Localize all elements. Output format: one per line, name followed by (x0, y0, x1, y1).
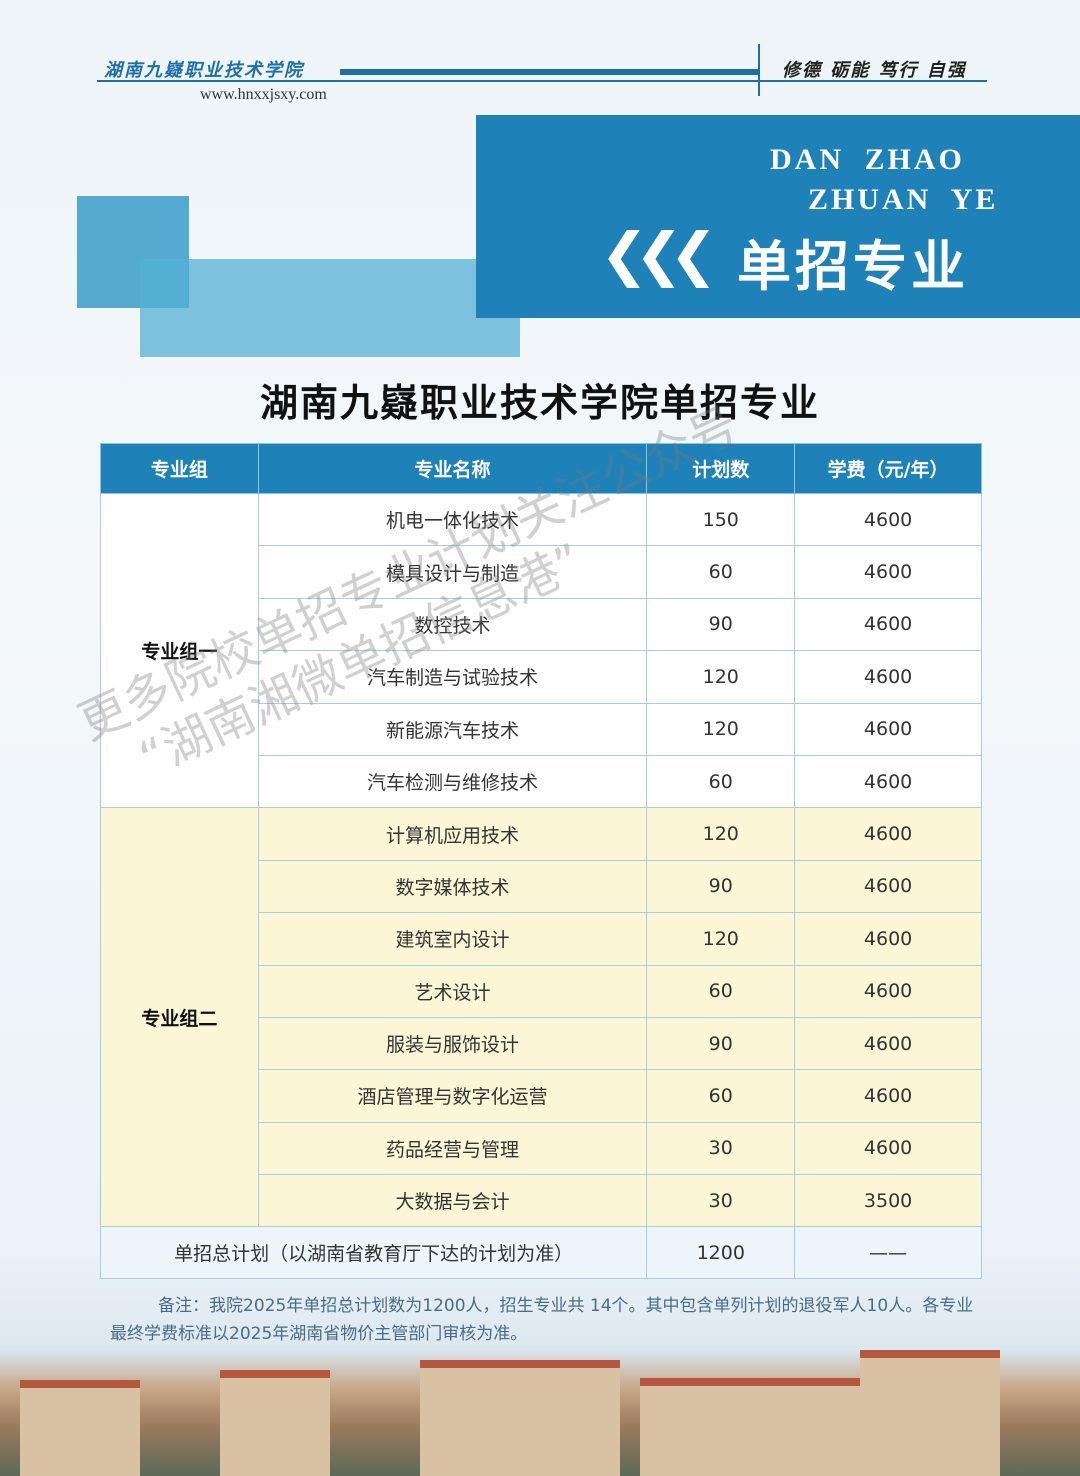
chevron-left-icon: ❮❮❮ (600, 220, 718, 288)
website-url: www.hnxxjsxy.com (200, 86, 327, 103)
plan-count: 60 (646, 964, 796, 1018)
header-group: 专业组 (100, 443, 259, 494)
table-row: 数字媒体技术 90 4600 (101, 859, 982, 914)
table-row: 汽车制造与试验技术 120 4600 (101, 650, 982, 704)
plan-count: 120 (646, 807, 796, 861)
majors-table: 专业组 专业名称 计划数 学费（元/年） 专业组一 机电一体化技术 150 4600 模… (99, 443, 982, 1280)
major-name: 汽车制造与试验技术 (257, 650, 648, 704)
header-fee: 学费（元/年） (794, 443, 982, 494)
table-row: 汽车检测与维修技术 60 4600 (101, 754, 982, 809)
major-name: 大数据与会计 (257, 1174, 648, 1228)
title-banner (476, 115, 1080, 318)
tuition-fee: 4600 (794, 545, 982, 599)
banner-english-line1: DAN ZHAO (770, 143, 965, 176)
plan-count: 120 (646, 650, 796, 704)
tuition-fee: 4600 (794, 1121, 982, 1176)
major-name: 汽车检测与维修技术 (257, 754, 648, 809)
tuition-fee: 3500 (794, 1174, 982, 1228)
campus-photo (0, 1350, 1080, 1476)
major-name: 新能源汽车技术 (257, 702, 648, 756)
group-name: 专业组二 (100, 807, 259, 1228)
major-name: 数控技术 (257, 597, 648, 652)
banner-title: 单招专业 (737, 235, 969, 298)
total-label: 单招总计划（以湖南省教育厅下达的计划为准） (99, 1226, 648, 1280)
tuition-fee: 4600 (794, 492, 982, 547)
header-rule (97, 80, 987, 82)
major-name: 模具设计与制造 (257, 545, 648, 599)
group-name: 专业组一 (100, 492, 259, 809)
major-name: 酒店管理与数字化运营 (257, 1069, 648, 1123)
header-plan: 计划数 (646, 443, 796, 494)
banner-english-line2: ZHUAN YE (808, 183, 999, 216)
tuition-fee: 4600 (794, 912, 982, 966)
plan-count: 60 (646, 754, 796, 809)
tuition-fee: 4600 (794, 859, 982, 914)
tuition-fee: 4600 (794, 807, 982, 861)
tuition-fee: 4600 (794, 650, 982, 704)
school-name: 湖南九嶷职业技术学院 (104, 60, 304, 81)
plan-count: 150 (646, 492, 796, 547)
table-header-row: 专业组 专业名称 计划数 学费（元/年） (100, 443, 982, 494)
plan-count: 120 (646, 702, 796, 756)
plan-count: 60 (646, 545, 796, 599)
table-row: 数控技术 90 4600 (101, 597, 982, 652)
tuition-fee: 4600 (794, 754, 982, 809)
plan-count: 90 (646, 597, 796, 652)
major-name: 建筑室内设计 (257, 912, 648, 966)
major-name: 服装与服饰设计 (257, 1016, 648, 1071)
table-row: 药品经营与管理 30 4600 (101, 1121, 982, 1176)
tuition-fee: 4600 (794, 702, 982, 756)
major-name: 艺术设计 (257, 964, 648, 1018)
footnote: 备注：我院2025年单招总计划数为1200人，招生专业共 14个。其中包含单列计… (110, 1296, 974, 1344)
table-row: 建筑室内设计 120 4600 (101, 912, 982, 966)
total-row: 单招总计划（以湖南省教育厅下达的计划为准） 1200 —— (99, 1226, 982, 1280)
table-row: 新能源汽车技术 120 4600 (101, 702, 982, 756)
table-row: 专业组二 计算机应用技术 120 4600 (100, 807, 982, 1228)
tuition-fee: 4600 (794, 1069, 982, 1123)
major-name: 计算机应用技术 (257, 807, 648, 861)
table-row: 专业组一 机电一体化技术 150 4600 (100, 492, 982, 809)
table-row: 大数据与会计 30 3500 (101, 1174, 982, 1228)
page-title: 湖南九嶷职业技术学院单招专业 (259, 381, 820, 425)
header-major: 专业名称 (257, 443, 648, 494)
tuition-fee: 4600 (794, 964, 982, 1018)
table-row: 服装与服饰设计 90 4600 (101, 1016, 982, 1071)
school-motto: 修德 砺能 笃行 自强 (782, 60, 967, 81)
major-name: 机电一体化技术 (257, 492, 648, 547)
tuition-fee: 4600 (794, 1016, 982, 1071)
total-fee: —— (794, 1226, 982, 1280)
major-name: 数字媒体技术 (257, 859, 648, 914)
header-divider (340, 69, 760, 75)
plan-count: 90 (646, 859, 796, 914)
plan-count: 30 (646, 1121, 796, 1176)
plan-count: 90 (646, 1016, 796, 1071)
plan-count: 60 (646, 1069, 796, 1123)
decor-rectangle (140, 259, 520, 357)
total-plan: 1200 (646, 1226, 796, 1280)
plan-count: 120 (646, 912, 796, 966)
header-separator (758, 44, 760, 96)
plan-count: 30 (646, 1174, 796, 1228)
tuition-fee: 4600 (794, 597, 982, 652)
major-name: 药品经营与管理 (257, 1121, 648, 1176)
table-row: 模具设计与制造 60 4600 (101, 545, 982, 599)
table-row: 艺术设计 60 4600 (101, 964, 982, 1018)
